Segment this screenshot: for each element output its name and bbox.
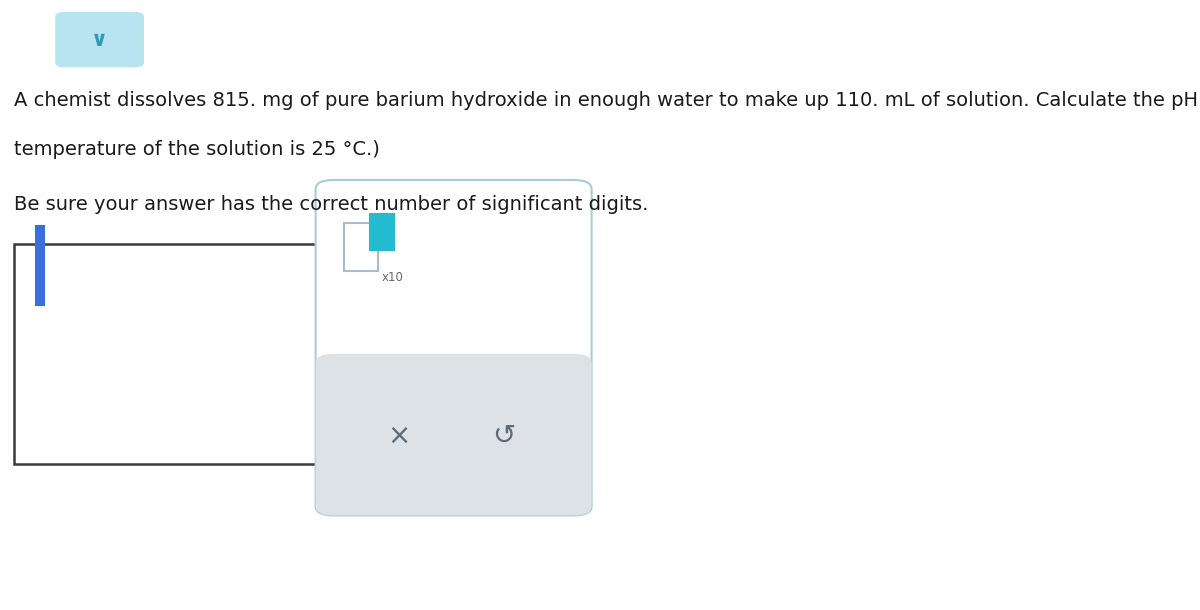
- Bar: [344, 223, 378, 271]
- Bar: [36, 226, 44, 305]
- Text: A chemist dissolves 815. mg of pure barium hydroxide in enough water to make up : A chemist dissolves 815. mg of pure bari…: [14, 91, 1200, 110]
- Text: ∨: ∨: [91, 30, 108, 49]
- FancyBboxPatch shape: [316, 354, 592, 515]
- Bar: [14, 244, 320, 464]
- Text: ↺: ↺: [492, 422, 516, 450]
- Text: Be sure your answer has the correct number of significant digits.: Be sure your answer has the correct numb…: [14, 195, 649, 214]
- Text: ×: ×: [386, 422, 410, 450]
- Text: temperature of the solution is 25 °C.): temperature of the solution is 25 °C.): [14, 140, 380, 159]
- FancyBboxPatch shape: [55, 12, 144, 67]
- Bar: [370, 214, 394, 250]
- Text: x10: x10: [382, 271, 403, 284]
- FancyBboxPatch shape: [316, 180, 592, 515]
- Bar: [336, 360, 571, 378]
